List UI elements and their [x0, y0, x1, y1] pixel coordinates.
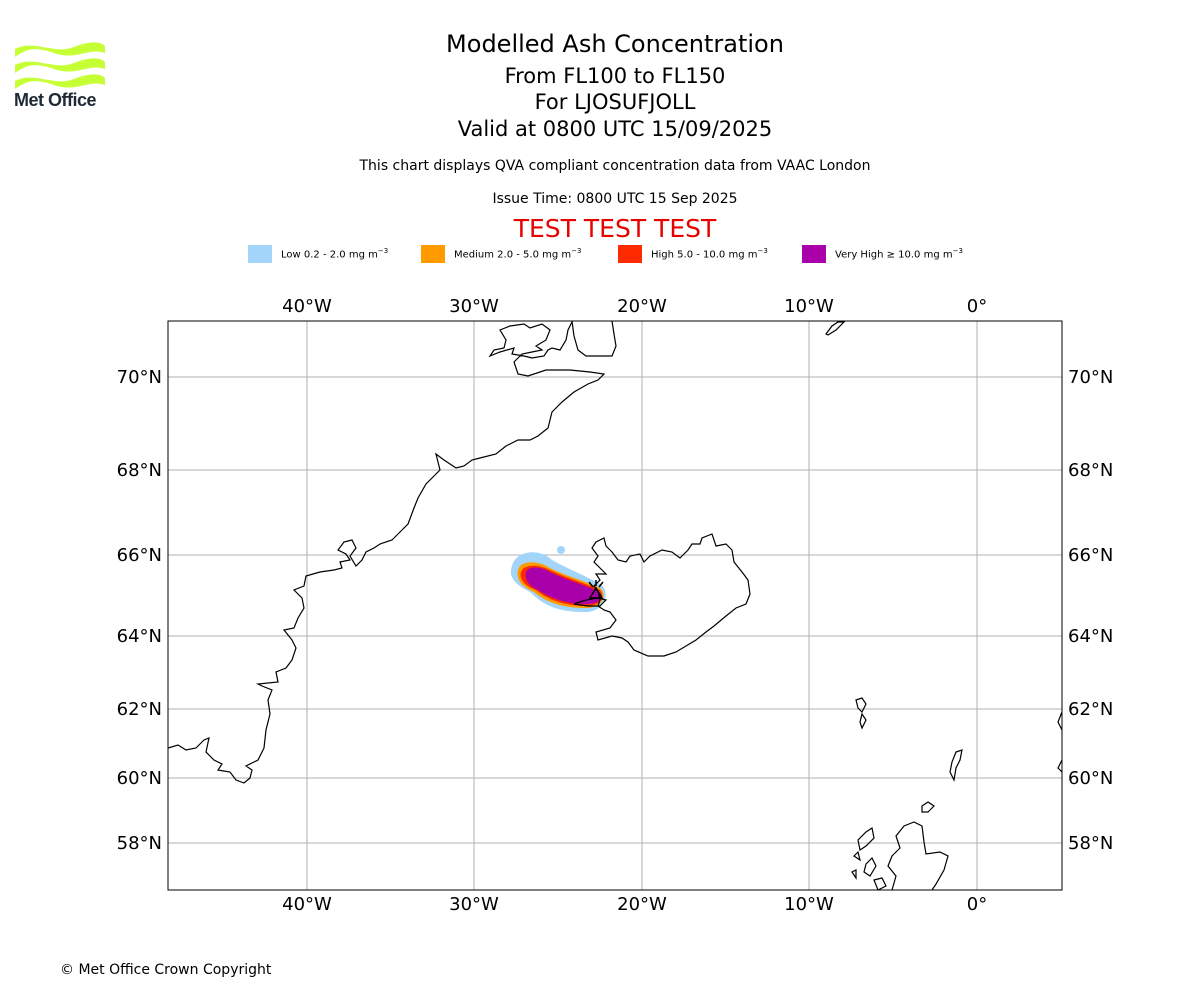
lat-tick: 70°N — [1068, 367, 1113, 388]
reykjanes-coast — [573, 597, 608, 607]
copyright-notice: © Met Office Crown Copyright — [60, 962, 272, 978]
lat-tick: 66°N — [1068, 545, 1113, 566]
lat-tick: 58°N — [117, 833, 162, 854]
scotland-coastline — [887, 821, 949, 890]
lon-ticks-top: 40°W 30°W 20°W 10°W 0° — [282, 296, 987, 317]
lon-ticks-bottom: 40°W 30°W 20°W 10°W 0° — [282, 894, 987, 915]
orkney-coast — [921, 801, 935, 813]
lat-tick: 60°N — [117, 768, 162, 789]
ash-plume — [510, 546, 606, 612]
lon-tick: 10°W — [784, 894, 834, 915]
flight-level-range: From FL100 to FL150 — [504, 64, 726, 88]
issue-time: Issue Time: 0800 UTC 15 Sep 2025 — [492, 191, 738, 207]
lat-tick: 68°N — [1068, 460, 1113, 481]
greenland-coastline-ne — [571, 321, 617, 357]
lat-tick: 62°N — [117, 699, 162, 720]
legend-item-medium: Medium 2.0 - 5.0 mg m−3 — [421, 244, 581, 264]
lat-ticks-left: 70°N 68°N 66°N 64°N 62°N 60°N 58°N — [117, 367, 162, 854]
met-office-wave-icon — [15, 42, 105, 89]
map-frame — [167, 320, 1063, 891]
legend-item-low: Low 0.2 - 2.0 mg m−3 — [248, 244, 388, 264]
qva-disclaimer: This chart displays QVA compliant concen… — [359, 158, 871, 174]
lon-tick: 40°W — [282, 296, 332, 317]
greenland-coastline — [168, 321, 606, 784]
lon-tick: 10°W — [784, 296, 834, 317]
faroe-islands-coast — [855, 697, 867, 730]
chart-title: Modelled Ash Concentration — [446, 30, 784, 58]
test-banner: TEST TEST TEST — [513, 214, 717, 243]
legend-swatch-medium — [421, 245, 445, 263]
hebrides-coast — [851, 827, 887, 890]
volcano-name: For LJOSUFJOLL — [534, 90, 696, 114]
lon-tick: 30°W — [449, 894, 499, 915]
volcano-symbol-icon — [588, 580, 604, 599]
legend-label-medium: Medium 2.0 - 5.0 mg m — [454, 249, 572, 261]
ash-very-high-area — [525, 567, 602, 604]
met-office-logo-text: Met Office — [14, 90, 97, 110]
lon-tick: 20°W — [617, 296, 667, 317]
lon-tick: 30°W — [449, 296, 499, 317]
lon-tick: 40°W — [282, 894, 332, 915]
valid-time: Valid at 0800 UTC 15/09/2025 — [457, 117, 773, 141]
legend-item-very-high: Very High ≥ 10.0 mg m−3 — [802, 244, 963, 264]
iceland-coastline — [591, 533, 751, 657]
lat-tick: 58°N — [1068, 833, 1113, 854]
legend-label-low: Low 0.2 - 2.0 mg m — [281, 249, 378, 261]
lat-tick: 64°N — [1068, 626, 1113, 647]
lat-tick: 66°N — [117, 545, 162, 566]
lon-tick: 20°W — [617, 894, 667, 915]
lat-tick: 60°N — [1068, 768, 1113, 789]
norway-coastline — [1057, 711, 1062, 773]
lat-tick: 64°N — [117, 626, 162, 647]
legend-item-high: High 5.0 - 10.0 mg m−3 — [618, 244, 768, 264]
legend-label-high: High 5.0 - 10.0 mg m — [651, 249, 758, 261]
legend-swatch-very-high — [802, 245, 826, 263]
lat-tick: 70°N — [117, 367, 162, 388]
lat-tick: 62°N — [1068, 699, 1113, 720]
svalbard-jan-mayen-coast — [825, 321, 846, 336]
lat-tick: 68°N — [117, 460, 162, 481]
lat-ticks-right: 70°N 68°N 66°N 64°N 62°N 60°N 58°N — [1068, 367, 1113, 854]
lon-tick: 0° — [967, 296, 987, 317]
lon-tick: 0° — [967, 894, 987, 915]
shetland-coast — [949, 749, 963, 782]
legend-label-very-high: Very High ≥ 10.0 mg m — [835, 249, 953, 261]
legend-swatch-high — [618, 245, 642, 263]
legend-swatch-low — [248, 245, 272, 263]
graticule — [168, 321, 1062, 890]
